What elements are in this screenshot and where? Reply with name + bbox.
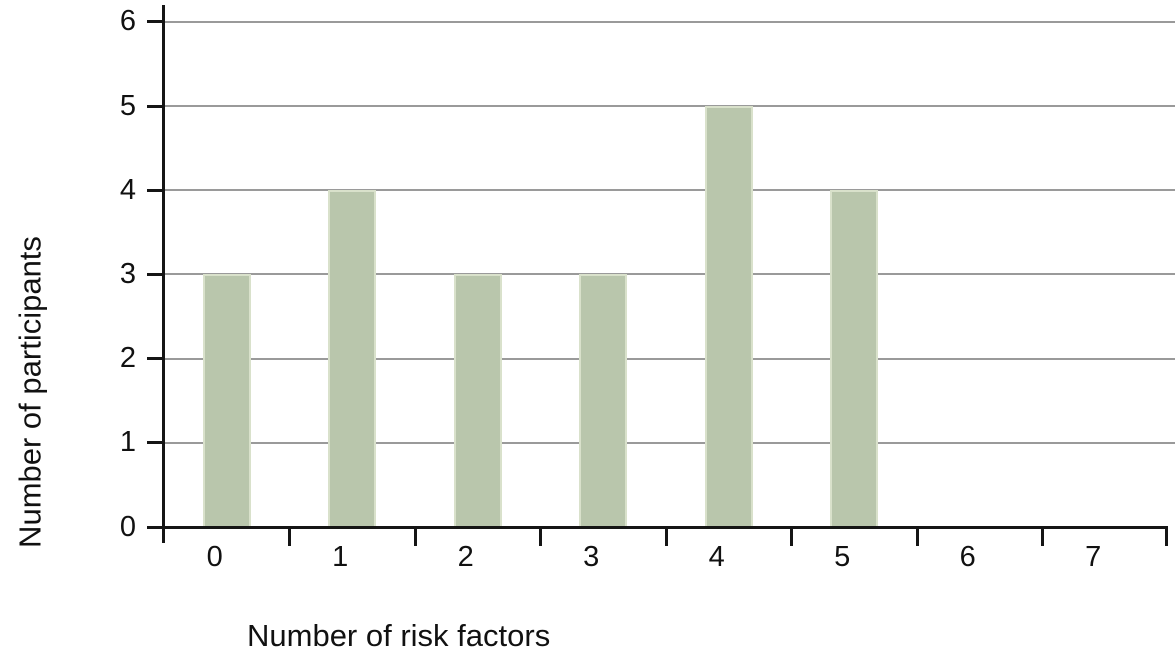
x-axis-tick xyxy=(413,527,417,546)
x-tick-label: 4 xyxy=(708,541,725,573)
x-axis-tick xyxy=(664,527,668,546)
x-axis-line xyxy=(162,525,1168,529)
bar xyxy=(453,274,502,527)
y-tick-label: 0 xyxy=(119,510,136,543)
x-axis-tick xyxy=(1041,527,1044,546)
y-tick-label: 6 xyxy=(119,5,136,38)
y-tick-label: 3 xyxy=(119,257,136,290)
y-axis-tick xyxy=(147,104,164,108)
x-axis-tick xyxy=(539,527,542,546)
x-tick-label: 7 xyxy=(1085,541,1102,573)
x-tick-label: 1 xyxy=(332,541,349,573)
gridline xyxy=(164,105,1175,108)
x-tick-label: 3 xyxy=(583,541,600,573)
gridline xyxy=(164,189,1175,192)
x-tick-label: 6 xyxy=(959,541,976,573)
bar xyxy=(704,106,753,527)
y-axis-tick xyxy=(147,357,164,361)
gridline xyxy=(164,273,1175,276)
x-tick-label: 0 xyxy=(206,541,223,573)
gridline xyxy=(164,441,1175,444)
x-tick-label: 5 xyxy=(834,541,851,573)
y-axis-tick xyxy=(147,20,164,24)
y-axis-line xyxy=(162,5,165,543)
y-tick-label: 2 xyxy=(119,342,136,375)
bar xyxy=(830,190,879,527)
x-axis-end-tick xyxy=(1165,527,1168,546)
x-tick-label: 2 xyxy=(457,541,474,573)
x-axis-title: Number of risk factors xyxy=(247,618,551,653)
y-axis-tick xyxy=(147,441,164,445)
x-axis-tick xyxy=(915,527,919,546)
y-axis-tick xyxy=(147,272,164,276)
y-tick-label: 4 xyxy=(119,173,136,206)
x-axis-tick xyxy=(790,527,793,546)
x-axis-tick xyxy=(288,527,291,546)
y-tick-label: 5 xyxy=(119,89,136,122)
y-axis-title: Number of participants xyxy=(12,236,48,548)
bar xyxy=(202,274,251,527)
gridline xyxy=(164,20,1175,23)
bar xyxy=(328,190,377,527)
y-tick-label: 1 xyxy=(119,426,136,459)
y-axis-tick xyxy=(147,188,164,192)
gridline xyxy=(164,357,1175,360)
bar xyxy=(579,274,628,527)
y-axis-tick xyxy=(147,525,164,529)
